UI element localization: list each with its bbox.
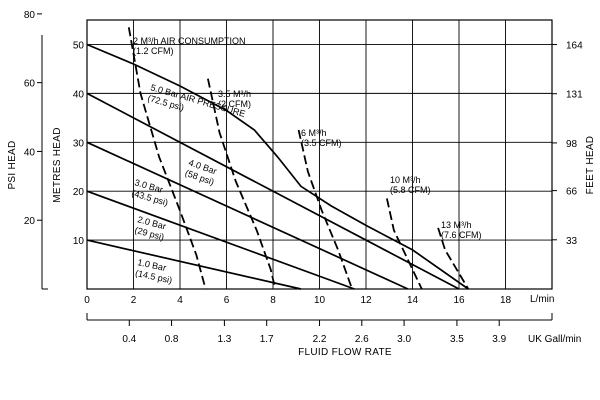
psi-tick-label: 40 — [24, 147, 36, 158]
y-tick-label: 40 — [73, 89, 85, 100]
x-secondary-tick-label: 0.4 — [122, 334, 136, 345]
x-secondary-tick-label: 1.7 — [260, 334, 274, 345]
feet-tick-label: 66 — [566, 187, 578, 198]
series-line-2-m3-h-1-2-cfm — [127, 27, 207, 290]
psi-tick-label: 80 — [24, 10, 36, 21]
series-line-4-0-bar-58-psi — [86, 92, 460, 290]
series-label: (2 CFM) — [218, 99, 251, 109]
feet-tick-label: 164 — [566, 41, 583, 52]
x-secondary-tick-label: 3.0 — [397, 334, 411, 345]
x-unit-label: L/min — [530, 294, 554, 305]
series-line-3-5-m3-h-2-cfm — [207, 78, 277, 290]
series-label: (7.6 CFM) — [441, 230, 482, 240]
x-secondary-tick-label: 2.6 — [355, 334, 369, 345]
series-label: 3.5 M³/h — [218, 89, 251, 99]
series-label: 10 M³/h — [390, 175, 421, 185]
series-line-13-m3-h-7-6-cfm — [437, 227, 470, 290]
x-tick-label: 8 — [270, 295, 276, 306]
x-axis-title: FLUID FLOW RATE — [298, 347, 392, 358]
series-line-5-0-bar-air-pressure-72-5-psi — [86, 43, 469, 290]
y-tick-label: 10 — [73, 236, 85, 247]
x-secondary-tick-label: 0.8 — [165, 334, 179, 345]
series-line-2-0-bar-29-psi — [86, 190, 355, 290]
axes: 0 2 4 6 8 10 12 14 16 18 10 20 30 40 50 0.4 0.8 1.3 1.7 2.2… — [24, 10, 583, 345]
y-axis-title-feet: FEET HEAD — [585, 136, 596, 195]
x-tick-label: 0 — [84, 295, 90, 306]
series-label: (5.8 CFM) — [390, 185, 431, 195]
x-tick-label: 14 — [407, 295, 419, 306]
series-line-6-m3-h-3-5-cfm — [297, 129, 353, 290]
psi-tick-label: 60 — [24, 79, 36, 90]
x-secondary-tick-label: 1.3 — [217, 334, 231, 345]
series-label: 6 M³/h — [301, 128, 327, 138]
x-secondary-unit-label: UK Gall/min — [528, 334, 581, 345]
grid — [87, 20, 552, 289]
series-label: 2 M³/h AIR CONSUMPTION — [133, 36, 246, 46]
x-tick-label: 2 — [131, 295, 137, 306]
x-tick-label: 4 — [177, 295, 183, 306]
series-line-3-0-bar-43-5-psi — [86, 141, 409, 290]
x-tick-label: 16 — [453, 295, 465, 306]
x-tick-label: 12 — [360, 295, 372, 306]
feet-tick-label: 33 — [566, 236, 578, 247]
x-secondary-tick-label: 3.5 — [450, 334, 464, 345]
x-tick-label: 18 — [500, 295, 512, 306]
feet-tick-label: 98 — [566, 139, 578, 150]
y-tick-label: 20 — [73, 187, 85, 198]
x-tick-label: 6 — [224, 295, 230, 306]
plot-frame — [86, 19, 553, 290]
y-tick-label: 50 — [73, 40, 85, 51]
x-secondary-tick-label: 2.2 — [313, 334, 327, 345]
series-line-1-0-bar-14-5-psi — [86, 239, 302, 290]
y-axis-title-metres: METRES HEAD — [52, 127, 63, 203]
series-layer — [86, 27, 470, 290]
y-axis-title-psi: PSI HEAD — [7, 140, 18, 189]
series-label: 13 M³/h — [441, 220, 472, 230]
feet-tick-label: 131 — [566, 90, 583, 101]
x-tick-label: 10 — [314, 295, 326, 306]
series-line-10-m3-h-5-8-cfm — [386, 198, 423, 290]
series-label: (1.2 CFM) — [133, 46, 174, 56]
psi-tick-label: 20 — [24, 216, 36, 227]
y-tick-label: 30 — [73, 138, 85, 149]
series-label: (3.5 CFM) — [301, 138, 342, 148]
x-secondary-tick-label: 3.9 — [492, 334, 506, 345]
